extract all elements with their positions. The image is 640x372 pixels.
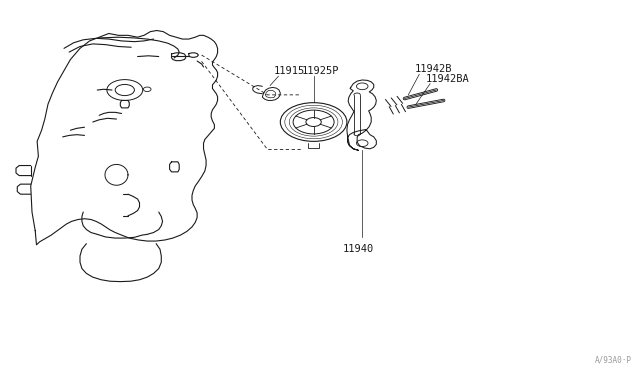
Text: 11942B: 11942B [415,64,452,74]
Text: 11942BA: 11942BA [426,74,469,84]
Text: 11915: 11915 [274,66,305,76]
Text: 11925P: 11925P [302,66,340,76]
Text: 11940: 11940 [343,244,374,254]
Text: A/93A0·P: A/93A0·P [595,356,632,365]
